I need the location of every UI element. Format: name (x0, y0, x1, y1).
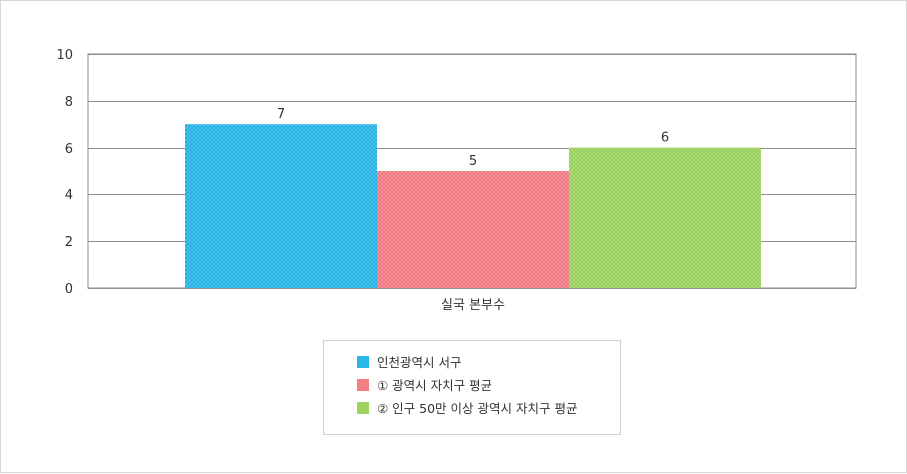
legend-swatch-series-2 (357, 378, 369, 391)
legend-item-series-2: ① 광역시 자치구 평균 (357, 373, 620, 396)
legend-label-series-3: ② 인구 50만 이상 광역시 자치구 평균 (377, 401, 578, 416)
legend-label-series-2: ① 광역시 자치구 평균 (377, 378, 493, 393)
x-category-label: 실국 본부수 (441, 298, 505, 313)
bar-series-2 (377, 171, 569, 288)
y-tick-label-4: 4 (65, 188, 73, 203)
y-tick-label-8: 8 (65, 95, 73, 110)
chart-legend: 인천광역시 서구 ① 광역시 자치구 평균 ② 인구 50만 이상 광역시 자치… (323, 340, 621, 435)
legend-label-series-1: 인천광역시 서구 (377, 355, 462, 370)
y-tick-label-0: 0 (65, 282, 73, 297)
data-label-series-2: 5 (469, 154, 477, 169)
y-tick-label-10: 10 (56, 48, 73, 63)
y-tick-label-2: 2 (65, 235, 73, 250)
y-tick-label-6: 6 (65, 142, 73, 157)
legend-swatch-series-1 (357, 355, 369, 368)
data-label-series-3: 6 (661, 131, 669, 146)
legend-item-series-1: 인천광역시 서구 (357, 350, 620, 373)
legend-swatch-series-3 (357, 401, 369, 414)
legend-item-series-3: ② 인구 50만 이상 광역시 자치구 평균 (357, 396, 620, 419)
data-label-series-1: 7 (277, 107, 285, 122)
bar-series-1 (185, 124, 377, 288)
bar-series-3 (569, 147, 761, 288)
